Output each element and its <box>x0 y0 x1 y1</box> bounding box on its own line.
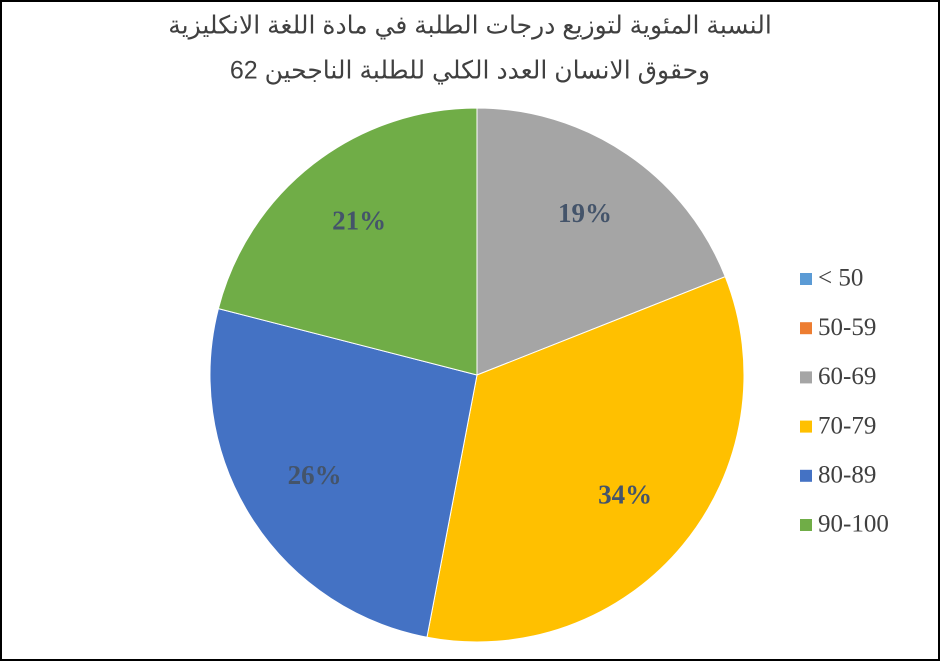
value-label: 26% <box>288 460 342 490</box>
legend-label: 80-89 <box>818 462 876 489</box>
chart-title: النسبة المئوية لتوزيع درجات الطلبة في ما… <box>168 12 772 41</box>
legend-label: 60-69 <box>818 363 876 390</box>
chart-title: وحقوق الانسان العدد الكلي للطلبة الناجحي… <box>230 57 710 86</box>
legend-swatch <box>800 322 812 335</box>
value-label: 34% <box>598 480 652 510</box>
legend-swatch <box>800 420 812 433</box>
legend-swatch <box>800 469 812 482</box>
pie-slice <box>476 107 726 376</box>
legend-swatch <box>800 273 812 285</box>
legend-label: 90-100 <box>818 511 889 538</box>
legend-swatch <box>800 519 812 531</box>
legend-label: < 50 <box>818 265 863 292</box>
pie-slice <box>209 307 478 638</box>
value-label: 21% <box>332 205 386 235</box>
pie-slice <box>217 107 478 376</box>
value-label: 19% <box>558 198 612 228</box>
legend-swatch <box>800 371 812 384</box>
pie-slice <box>426 276 745 643</box>
legend-label: 50-59 <box>818 314 876 341</box>
legend-label: 70-79 <box>818 412 876 439</box>
